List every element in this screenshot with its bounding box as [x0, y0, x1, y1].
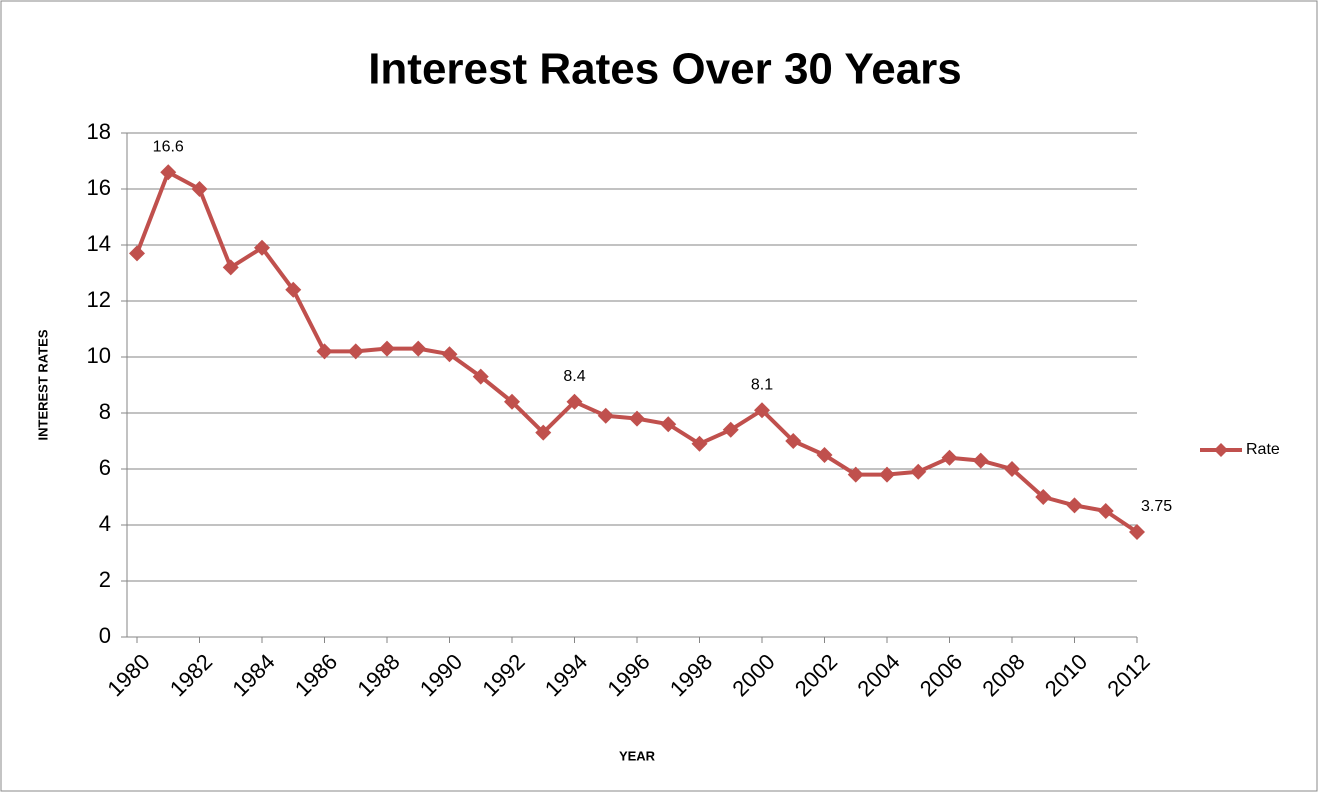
marker	[816, 447, 833, 463]
data-label: 8.4	[563, 368, 585, 385]
y-tick-label: 18	[87, 119, 111, 144]
y-axis-title: INTEREST RATES	[35, 329, 50, 440]
marker	[379, 340, 395, 357]
y-tick-label: 12	[87, 287, 111, 312]
marker	[660, 416, 677, 433]
legend-label: Rate	[1246, 441, 1280, 458]
marker	[1129, 524, 1145, 540]
y-tick-label: 16	[87, 175, 111, 200]
legend-marker	[1214, 443, 1228, 457]
marker	[472, 368, 489, 385]
data-label: 16.6	[153, 138, 184, 155]
marker	[347, 343, 364, 360]
marker	[191, 181, 208, 197]
marker	[316, 343, 333, 360]
marker	[879, 466, 895, 483]
y-tick-label: 6	[99, 455, 111, 480]
marker	[129, 245, 145, 262]
marker	[722, 421, 739, 438]
marker	[410, 340, 427, 357]
marker	[629, 410, 645, 427]
y-tick-label: 8	[99, 399, 111, 424]
marker	[566, 393, 583, 410]
marker	[1097, 503, 1114, 519]
marker	[1004, 461, 1020, 477]
marker	[910, 463, 927, 480]
marker	[441, 346, 458, 363]
marker	[1066, 497, 1083, 514]
marker	[254, 239, 270, 256]
marker	[597, 407, 614, 424]
marker	[504, 393, 520, 410]
marker	[785, 433, 802, 449]
y-tick-label: 4	[99, 511, 111, 536]
chart-title: Interest Rates Over 30 Years	[368, 45, 962, 94]
marker	[535, 424, 552, 441]
marker	[754, 402, 770, 419]
marker	[285, 281, 302, 298]
data-label: 8.1	[751, 376, 773, 393]
y-tick-label: 14	[87, 231, 111, 256]
marker	[222, 259, 239, 276]
marker	[1035, 489, 1052, 505]
marker	[941, 449, 958, 466]
data-label: 3.75	[1141, 498, 1172, 515]
marker	[691, 435, 708, 452]
y-tick-label: 0	[99, 623, 111, 648]
y-tick-label: 10	[87, 343, 111, 368]
x-axis-title: YEAR	[619, 748, 656, 763]
marker	[160, 164, 177, 181]
marker	[972, 452, 989, 469]
y-tick-label: 2	[99, 567, 111, 592]
marker	[847, 466, 864, 483]
